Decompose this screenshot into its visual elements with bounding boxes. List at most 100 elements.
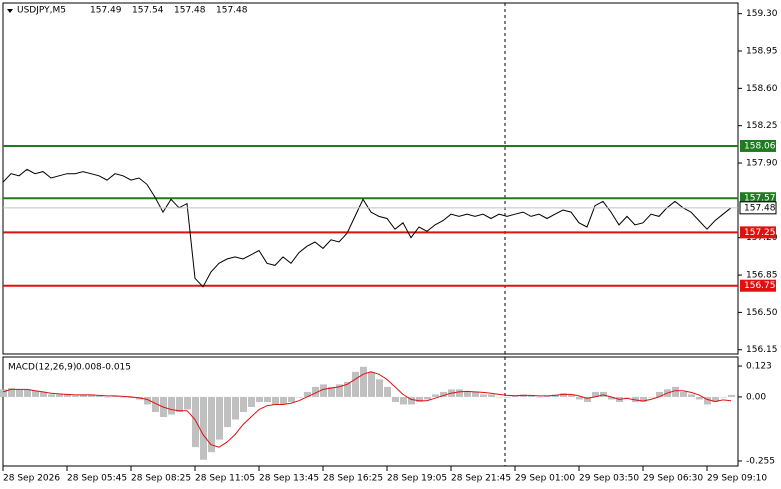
macd-bar [88, 394, 95, 397]
y-tick-label: 158.95 [746, 47, 778, 57]
macd-bar [280, 396, 287, 405]
macd-bar [656, 391, 663, 397]
macd-bar [704, 396, 711, 405]
macd-bar [504, 396, 511, 398]
macd-bar [456, 389, 463, 397]
macd-bar [32, 390, 39, 397]
macd-bar [584, 396, 591, 402]
level-label: 156.75 [744, 281, 776, 291]
current-price-box [739, 201, 777, 215]
ohlc-value: 157.54 [132, 6, 164, 16]
macd-bar [464, 391, 471, 397]
x-tick-label: 28 Sep 19:05 [387, 474, 447, 484]
macd-bar [272, 396, 279, 405]
macd-bar [728, 394, 735, 397]
macd-bar [480, 394, 487, 397]
macd-bar [688, 394, 695, 397]
macd-bar [472, 391, 479, 397]
macd-bar [432, 394, 439, 397]
macd-bar [400, 396, 407, 405]
level-label-box [740, 226, 776, 239]
symbol-title: USDJPY,M5 [17, 6, 66, 16]
macd-bar [232, 396, 239, 420]
ohlc-value: 157.48 [174, 6, 206, 16]
macd-bar [248, 396, 255, 407]
macd-bar [128, 396, 135, 399]
x-tick-label: 28 Sep 05:45 [67, 474, 127, 484]
macd-bar [200, 396, 207, 460]
macd-bar [0, 389, 7, 397]
y-tick-label: 0.00 [746, 392, 766, 402]
macd-bar [152, 396, 159, 413]
macd-bar [224, 396, 231, 428]
macd-bar [512, 395, 519, 397]
macd-bar [120, 396, 127, 398]
macd-bar [16, 389, 23, 397]
y-tick-label: 0.123 [746, 362, 772, 372]
macd-bar [80, 394, 87, 397]
macd-bar [720, 396, 727, 398]
x-tick-label: 28 Sep 21:45 [451, 474, 511, 484]
macd-bar [304, 391, 311, 397]
macd-bar [568, 394, 575, 397]
ohlc-value: 157.48 [216, 6, 248, 16]
level-label-box [740, 192, 776, 205]
macd-bar [640, 396, 647, 402]
macd-bar [64, 394, 71, 397]
macd-bar [264, 396, 271, 402]
menu-arrow [7, 9, 13, 13]
level-label: 157.57 [744, 194, 776, 204]
macd-bar [672, 386, 679, 397]
macd-bar [168, 396, 175, 415]
y-tick-label: 156.85 [746, 271, 778, 281]
macd-bar [376, 379, 383, 397]
macd-bar [208, 396, 215, 453]
macd-bar [96, 395, 103, 397]
y-tick-label: 158.25 [746, 121, 778, 131]
macd-bar [496, 396, 503, 398]
macd-bar [40, 391, 47, 397]
x-tick-label: 28 Sep 08:25 [131, 474, 191, 484]
macd-bar [632, 396, 639, 402]
macd-bar [216, 396, 223, 440]
y-tick-label: 159.30 [746, 9, 778, 19]
macd-bar [680, 391, 687, 397]
price-panel [2, 2, 739, 355]
macd-panel [2, 356, 739, 467]
x-tick-label: 29 Sep 06:30 [643, 474, 703, 484]
macd-bar [416, 396, 423, 402]
current-price-label: 157.48 [744, 203, 776, 213]
macd-bar [560, 393, 567, 397]
macd-title: MACD(12,26,9) [8, 363, 76, 373]
macd-bar [536, 396, 543, 398]
level-label-box [740, 279, 776, 292]
macd-bar [352, 371, 359, 397]
signal-line [2, 371, 732, 448]
macd-bar [192, 396, 199, 448]
y-tick-label: 156.15 [746, 345, 778, 355]
macd-bar [608, 396, 615, 400]
macd-bar [312, 386, 319, 397]
macd-bar [424, 396, 431, 400]
macd-value: 0.008 [76, 363, 102, 373]
macd-bar [144, 396, 151, 405]
ohlc-value: 157.49 [90, 6, 122, 16]
macd-bar [368, 371, 375, 397]
x-tick-label: 28 Sep 2026 [3, 474, 60, 484]
macd-bar [360, 366, 367, 397]
x-tick-label: 28 Sep 13:45 [259, 474, 319, 484]
macd-bar [184, 396, 191, 410]
x-tick-label: 28 Sep 16:25 [323, 474, 383, 484]
macd-bar [256, 396, 263, 402]
macd-bar [8, 388, 15, 397]
x-tick-label: 29 Sep 09:10 [707, 474, 767, 484]
level-label: 157.25 [744, 228, 776, 238]
y-tick-label: 156.50 [746, 308, 778, 318]
level-label: 158.06 [744, 141, 776, 151]
y-tick-label: 157.90 [746, 159, 778, 169]
y-tick-label: -0.255 [746, 456, 775, 466]
macd-bar [712, 396, 719, 402]
macd-bar [528, 395, 535, 397]
macd-bar [296, 396, 303, 398]
macd-bar [320, 384, 327, 397]
